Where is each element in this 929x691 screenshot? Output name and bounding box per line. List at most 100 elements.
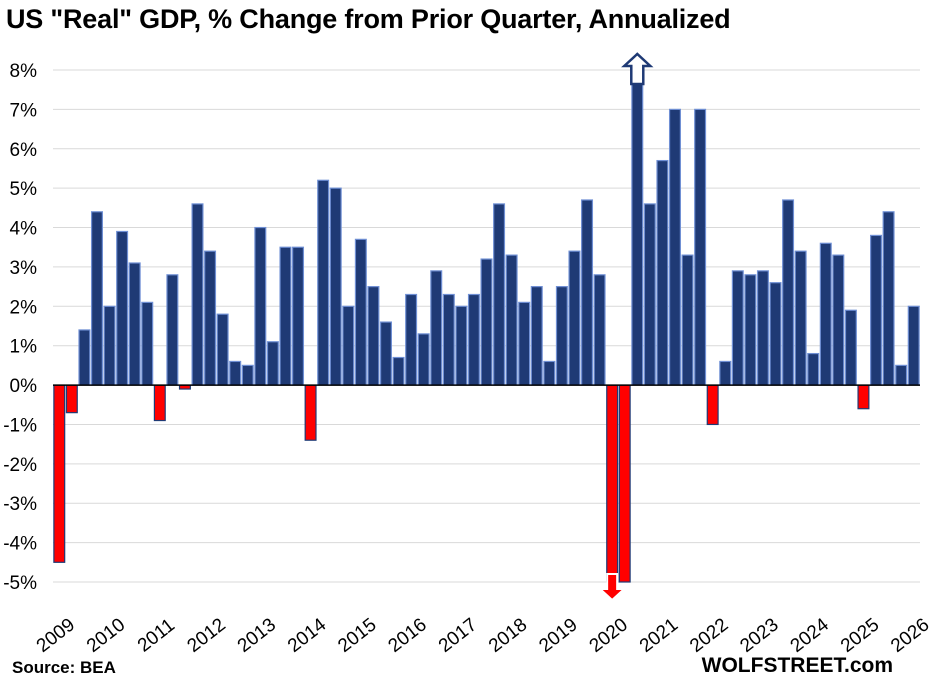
bar-positive	[279, 246, 292, 386]
bar-positive	[907, 305, 920, 386]
x-tick-labels: 2009 2010 2011 2012 2013 2014 2015 2016 2017 2018…	[33, 614, 929, 657]
bar-positive	[292, 246, 305, 386]
bar-positive	[342, 305, 355, 386]
bar-positive	[455, 305, 468, 386]
bar-positive	[555, 286, 568, 386]
x-tick-label: 2022	[686, 614, 732, 657]
bar-positive	[769, 282, 782, 386]
y-tick-label: 2%	[10, 297, 38, 318]
bar-positive	[882, 211, 895, 386]
bar-positive	[78, 329, 91, 386]
bar-positive	[568, 250, 581, 386]
bar-negative	[53, 384, 66, 563]
x-tick-label: 2017	[435, 614, 481, 657]
x-tick-label: 2019	[535, 614, 581, 657]
bar-positive	[405, 293, 418, 386]
bar-positive	[166, 274, 179, 386]
source-note: Source: BEA	[12, 658, 116, 677]
bar-positive	[430, 270, 443, 386]
chart-title: US "Real" GDP, % Change from Prior Quart…	[6, 4, 731, 34]
x-tick-label: 2018	[485, 614, 531, 657]
bar-positive	[141, 301, 154, 386]
x-tick-label: 2024	[787, 614, 834, 657]
bar-positive	[756, 270, 769, 386]
bar-positive	[216, 313, 229, 386]
x-tick-label: 2009	[33, 614, 79, 657]
bar-positive	[832, 254, 845, 386]
bar-positive	[819, 242, 832, 386]
y-tick-label: 8%	[10, 61, 38, 82]
bar-positive	[254, 226, 267, 386]
y-tick-label: 3%	[10, 258, 38, 279]
bar-negative	[304, 384, 317, 441]
bar-positive	[844, 309, 857, 386]
bar-positive	[204, 250, 217, 386]
bar-positive	[379, 321, 392, 386]
bar-positive	[128, 262, 141, 386]
bar-positive	[191, 203, 204, 386]
bar-positive	[794, 250, 807, 386]
x-tick-label: 2023	[736, 614, 782, 657]
bar-positive	[266, 341, 279, 386]
brand-watermark: WOLFSTREET.com	[701, 654, 893, 677]
bar-positive	[442, 293, 455, 386]
down-arrow-icon	[597, 573, 627, 602]
bar-positive	[392, 356, 405, 386]
bar-positive	[543, 360, 556, 386]
y-tick-label: 4%	[10, 219, 38, 240]
bar-positive	[417, 333, 430, 386]
x-tick-label: 2021	[636, 614, 682, 657]
x-tick-label: 2016	[385, 614, 431, 657]
y-tick-label: 6%	[10, 140, 38, 161]
bar-positive	[731, 270, 744, 386]
y-tick-label: -4%	[3, 534, 37, 555]
bar-positive	[643, 203, 656, 386]
bar-positive	[581, 199, 594, 386]
bar-positive	[241, 364, 254, 386]
bar-negative	[857, 384, 870, 410]
bar-positive	[103, 305, 116, 386]
y-tick-label: -5%	[3, 573, 37, 594]
up-arrow-icon	[621, 52, 654, 86]
x-tick-label: 2025	[837, 614, 883, 657]
bar-positive	[719, 360, 732, 386]
bar-negative	[706, 384, 719, 426]
bar-positive	[518, 301, 531, 386]
bar-positive	[354, 238, 367, 386]
bar-positive	[90, 211, 103, 386]
x-tick-label: 2026	[887, 614, 929, 657]
bar-negative	[618, 384, 631, 583]
bar-positive	[530, 286, 543, 386]
y-tick-label: 1%	[10, 337, 38, 358]
bar-positive	[229, 360, 242, 386]
bar-positive	[480, 258, 493, 386]
x-tick-label: 2012	[184, 614, 230, 657]
y-tick-label: -3%	[3, 494, 37, 515]
bar-positive	[870, 234, 883, 386]
y-tick-labels: 8% 7% 6% 5% 4% 3% 2% 1% 0% -1% -2% -3% -4% -5%	[3, 61, 37, 594]
x-tick-label: 2013	[234, 614, 280, 657]
bar-negative	[153, 384, 166, 422]
x-tick-label: 2011	[134, 615, 179, 657]
offscale-arrows	[597, 52, 654, 602]
bar-positive	[116, 230, 129, 386]
y-tick-label: -1%	[3, 415, 37, 436]
bar-positive	[668, 108, 681, 386]
bar-positive	[329, 187, 342, 386]
bar-positive	[505, 254, 518, 386]
y-tick-label: 0%	[10, 376, 38, 397]
bar-positive	[895, 364, 908, 386]
bar-positive	[681, 254, 694, 386]
bar-positive	[782, 199, 795, 386]
bar-positive	[807, 352, 820, 386]
y-tick-label: -2%	[3, 455, 37, 476]
bar-positive	[631, 69, 644, 386]
bars	[53, 69, 920, 583]
bar-negative	[606, 384, 619, 583]
bar-positive	[744, 274, 757, 386]
y-tick-label: 7%	[10, 100, 38, 121]
x-tick-label: 2014	[284, 614, 331, 657]
bar-positive	[493, 203, 506, 386]
bar-positive	[317, 179, 330, 386]
bar-positive	[694, 108, 707, 386]
